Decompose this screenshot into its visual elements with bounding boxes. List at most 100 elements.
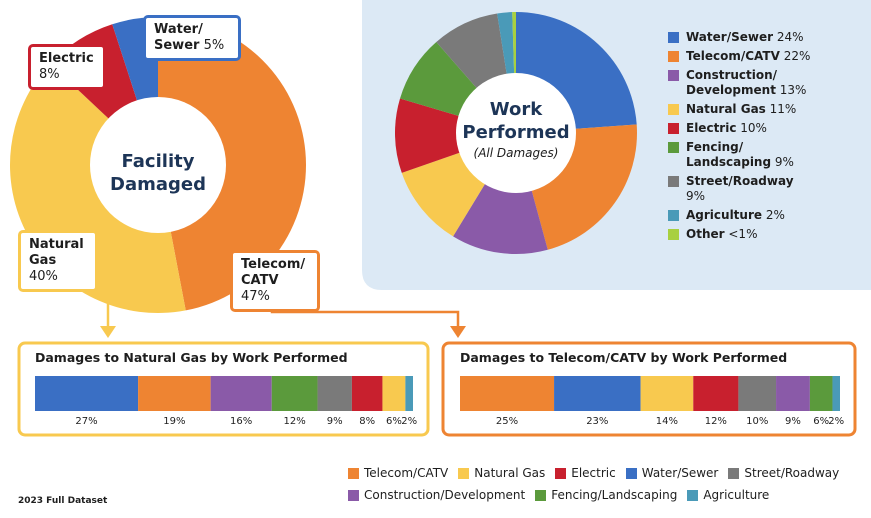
slice bbox=[158, 17, 307, 311]
legend-text: Other <1% bbox=[686, 227, 816, 242]
legend-value: 22% bbox=[783, 49, 811, 63]
bar-title: Damages to Natural Gas by Work Performed bbox=[35, 350, 348, 365]
legend-swatch bbox=[687, 489, 699, 501]
bar-label: 16% bbox=[230, 416, 253, 427]
legend-name: Natural Gas bbox=[686, 102, 766, 116]
legend-item: Water/Sewer bbox=[625, 466, 719, 480]
legend-name: Other bbox=[686, 227, 725, 241]
legend-swatch bbox=[535, 489, 547, 501]
bar-label: 9% bbox=[326, 416, 343, 427]
legend-value: 2% bbox=[765, 208, 785, 222]
legend-swatch bbox=[668, 32, 679, 43]
bar-segment bbox=[809, 376, 833, 411]
legend-name: Street/Roadway bbox=[744, 466, 840, 480]
legend-item: Construction/Development bbox=[348, 488, 525, 502]
legend-name: Construction/Development bbox=[364, 488, 526, 502]
legend-name: Telecom/CATV bbox=[686, 49, 780, 63]
donut-hole bbox=[90, 97, 226, 233]
legend-name: Telecom/CATV bbox=[364, 466, 449, 480]
legend-name: Electric bbox=[571, 466, 616, 480]
legend-item: Street/Roadway bbox=[728, 466, 839, 480]
legend-item: Other <1% bbox=[668, 227, 853, 242]
bar-label: 6% bbox=[385, 416, 402, 427]
bar-label: 12% bbox=[704, 416, 727, 427]
donut-center: Work Performed (All Damages) bbox=[446, 98, 586, 160]
bar-segment bbox=[776, 376, 810, 411]
legend-value: 13% bbox=[779, 83, 807, 97]
arrowhead bbox=[100, 326, 116, 338]
bar-segment bbox=[693, 376, 739, 411]
legend-item: Agriculture bbox=[687, 488, 769, 502]
bar-segment bbox=[138, 376, 211, 411]
bar-label: 27% bbox=[75, 416, 98, 427]
bar-segment bbox=[351, 376, 383, 411]
callout: Natural Gas 40% bbox=[18, 230, 98, 292]
callout-name: Water/Sewer bbox=[154, 22, 203, 53]
bar-label: 2% bbox=[828, 416, 845, 427]
bar-segment bbox=[405, 376, 413, 411]
legend-swatch bbox=[348, 489, 359, 501]
donut-subtitle: (All Damages) bbox=[473, 146, 559, 160]
legend-swatch bbox=[555, 467, 567, 479]
donut-hole bbox=[456, 73, 576, 193]
legend-value: 11% bbox=[769, 102, 797, 116]
legend-text: Construction/Development 13% bbox=[686, 68, 816, 98]
legend-item: Telecom/CATV bbox=[348, 466, 448, 480]
legend-value: 24% bbox=[776, 30, 804, 44]
legend-item: Agriculture 2% bbox=[668, 208, 853, 223]
legend-text: Street/Roadway 9% bbox=[686, 174, 816, 204]
legend-name: Water/Sewer bbox=[641, 466, 719, 480]
legend-value: 9% bbox=[686, 189, 706, 203]
legend-item: Telecom/CATV 22% bbox=[668, 49, 853, 64]
bar-label: 23% bbox=[586, 416, 609, 427]
callout-value: 8% bbox=[39, 67, 60, 82]
legend-swatch bbox=[728, 467, 740, 479]
bar-label: 14% bbox=[655, 416, 679, 427]
legend-swatch bbox=[625, 467, 637, 479]
legend-value: 9% bbox=[774, 155, 794, 169]
arrowhead bbox=[450, 326, 466, 338]
bar-segment bbox=[554, 376, 641, 411]
legend-item: Fencing/Landscaping bbox=[535, 488, 677, 502]
legend-name: Agriculture bbox=[686, 208, 763, 222]
legend-text: Telecom/CATV 22% bbox=[686, 49, 816, 64]
legend-item: Construction/Development 13% bbox=[668, 68, 853, 98]
bar-label: 12% bbox=[283, 416, 306, 427]
bar-segment bbox=[738, 376, 777, 411]
bar-label: 9% bbox=[785, 416, 801, 427]
shared-legend: Telecom/CATV Natural Gas Electric Water/Sew… bbox=[348, 466, 863, 502]
legend-name: Construction/Development bbox=[686, 68, 778, 97]
callout-name: Telecom/CATV bbox=[241, 257, 306, 288]
callout: Electric 8% bbox=[28, 44, 106, 90]
legend-swatch bbox=[668, 229, 679, 240]
callout-value: 5% bbox=[203, 38, 225, 53]
legend-name: Water/Sewer bbox=[686, 30, 774, 44]
legend-name: Fencing/Landscaping bbox=[686, 140, 772, 169]
slice bbox=[394, 98, 516, 173]
bar-label: 6% bbox=[813, 416, 830, 427]
donut-title: Work Performed bbox=[462, 99, 570, 143]
legend-swatch bbox=[668, 142, 679, 153]
legend-swatch bbox=[458, 467, 470, 479]
legend-swatch bbox=[668, 70, 679, 81]
bar-segment bbox=[271, 376, 318, 411]
legend-item: Street/Roadway 9% bbox=[668, 174, 853, 204]
bar-label: 8% bbox=[359, 416, 376, 427]
bar-segment bbox=[832, 376, 840, 411]
legend-text: Agriculture 2% bbox=[686, 208, 816, 223]
legend-swatch bbox=[668, 210, 679, 221]
legend-name: Street/Roadway bbox=[686, 174, 794, 188]
legend-name: Electric bbox=[686, 121, 737, 135]
donut-center: Facility Damaged bbox=[88, 150, 228, 196]
legend-item: Natural Gas 11% bbox=[668, 102, 853, 117]
legend-value: <1% bbox=[728, 227, 758, 241]
legend-item: Fencing/Landscaping 9% bbox=[668, 140, 853, 170]
legend-name: Agriculture bbox=[703, 488, 770, 502]
footnote: 2023 Full Dataset bbox=[18, 496, 108, 506]
bar-segment bbox=[210, 376, 272, 411]
legend-swatch bbox=[668, 51, 679, 62]
legend-swatch bbox=[668, 123, 679, 134]
legend-swatch bbox=[668, 176, 679, 187]
